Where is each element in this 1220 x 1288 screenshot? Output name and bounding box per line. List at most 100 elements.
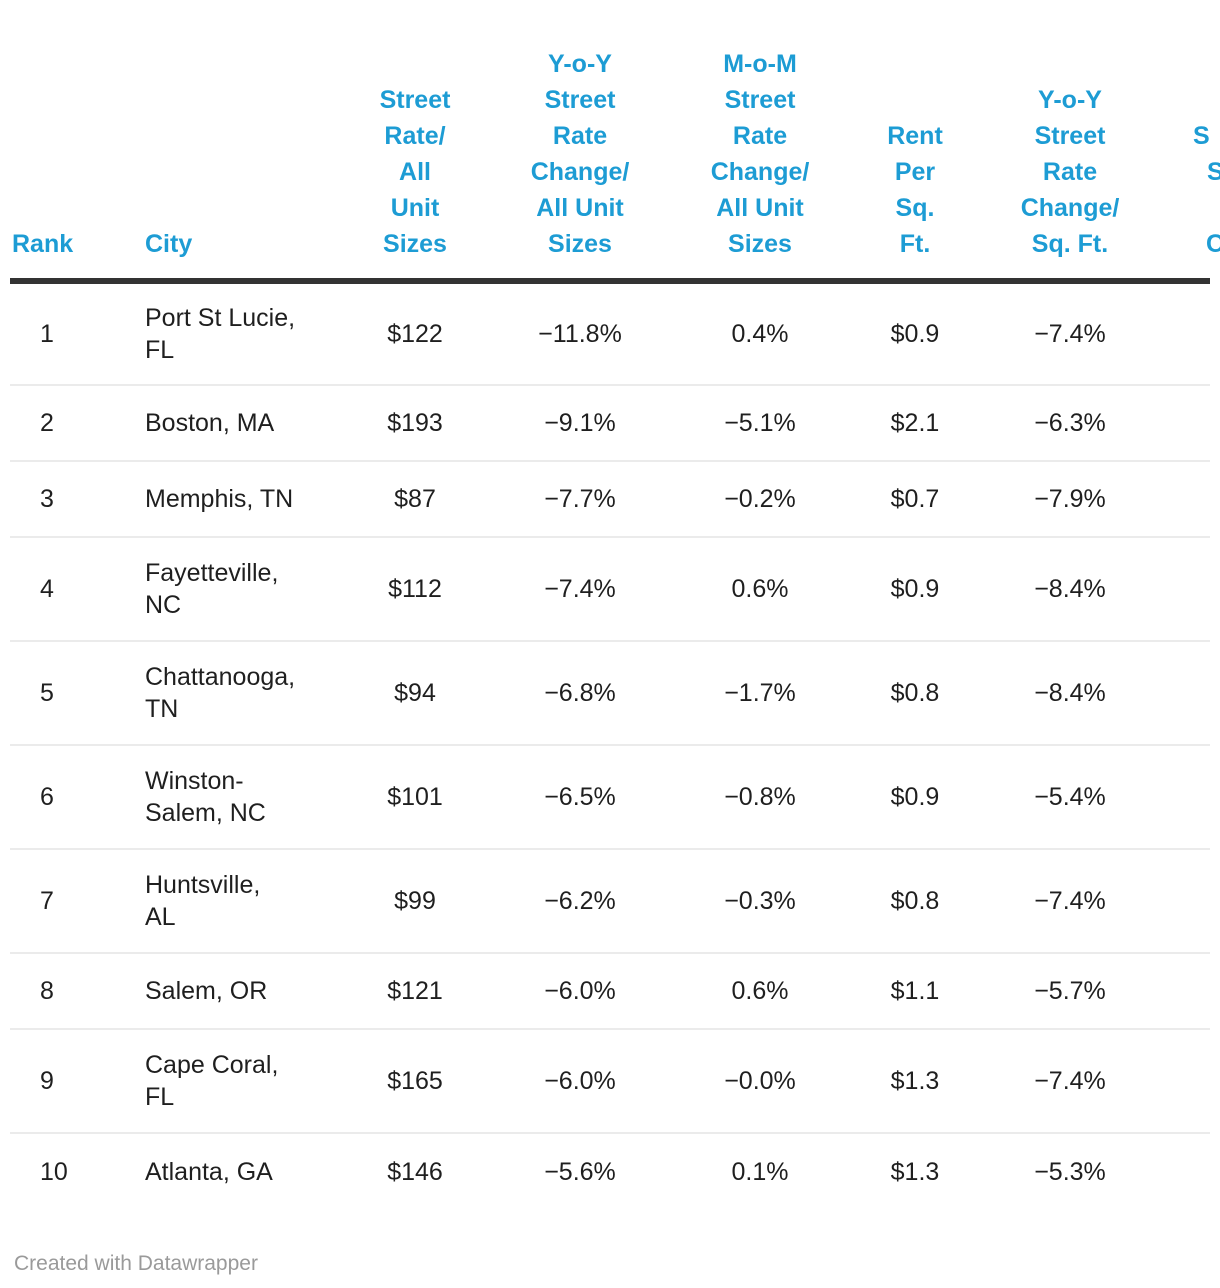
- cell-rank: 10: [40, 1157, 68, 1186]
- cell-mom-change-all-units: −0.2%: [660, 461, 860, 538]
- cell-yoy-change-sqft: −5.4%: [970, 745, 1170, 850]
- cell-street-rate-all-units: $121: [330, 953, 500, 1030]
- table-body: 1 Port St Lucie, FL $122 −11.8% 0.4% $0.9 −7.4…: [10, 281, 1220, 1209]
- table-row: 9 Cape Coral, FL $165 −6.0% −0.0% $1.3 −7.4%: [10, 1029, 1220, 1134]
- cell-street-rate-all-units: $101: [330, 745, 500, 850]
- cell-city: Boston, MA: [145, 385, 330, 462]
- column-header-mom-change-all: M-o-M Street Rate Change/ All Unit Sizes: [660, 0, 860, 284]
- cell-city: Fayetteville, NC: [145, 537, 330, 642]
- cell-spacer: [1170, 385, 1210, 462]
- table-row: 8 Salem, OR $121 −6.0% 0.6% $1.1 −5.7%: [10, 953, 1220, 1030]
- table-row: 10 Atlanta, GA $146 −5.6% 0.1% $1.3 −5.3%: [10, 1133, 1220, 1209]
- cell-mom-change-all-units: 0.6%: [660, 953, 860, 1030]
- cell-street-rate-all-units: $94: [330, 641, 500, 746]
- column-header-rank: Rank: [10, 0, 145, 284]
- cell-spacer: [1170, 281, 1210, 386]
- cell-yoy-change-all-units: −7.7%: [500, 461, 660, 538]
- column-header-spacer: [1170, 0, 1210, 284]
- column-header-rent-per-sqft: Rent Per Sq. Ft.: [860, 0, 970, 284]
- cell-mom-change-all-units: −0.3%: [660, 849, 860, 954]
- cell-spacer: [1170, 1029, 1210, 1134]
- table-row: 1 Port St Lucie, FL $122 −11.8% 0.4% $0.9 −7.4…: [10, 281, 1220, 386]
- cell-rank: 2: [10, 385, 145, 462]
- cell-spacer: [1170, 537, 1210, 642]
- cell-street-rate-all-units: $112: [330, 537, 500, 642]
- cell-rank: 4: [10, 537, 145, 642]
- cell-rank: 3: [10, 461, 145, 538]
- cell-street-rate-all-units: $193: [330, 385, 500, 462]
- cell-rank: 1: [10, 281, 145, 386]
- cell-rent-per-sqft: $0.9: [860, 537, 970, 642]
- cell-yoy-change-all-units: −6.0%: [500, 953, 660, 1030]
- cell-rent-per-sqft: $2.1: [860, 385, 970, 462]
- table-header: Rank City Street Rate/ All Unit Sizes Y-…: [10, 0, 1220, 284]
- column-header-yoy-change-sqft: Y-o-Y Street Rate Change/ Sq. Ft.: [970, 0, 1170, 284]
- cell-yoy-change-sqft: −7.4%: [970, 849, 1170, 954]
- cell-yoy-change-all-units: −5.6%: [544, 1157, 616, 1186]
- cell-yoy-change-all-units: −6.0%: [500, 1029, 660, 1134]
- cell-yoy-change-all-units: −6.2%: [500, 849, 660, 954]
- cell-yoy-change-sqft: −5.3%: [1034, 1157, 1106, 1186]
- cell-city: Salem, OR: [145, 953, 330, 1030]
- cell-spacer: [1210, 461, 1220, 537]
- cell-mom-change-all-units: 0.6%: [660, 537, 860, 642]
- cell-spacer: [1170, 953, 1210, 1030]
- cell-rent-per-sqft: $0.8: [860, 641, 970, 746]
- table-row: 2 Boston, MA $193 −9.1% −5.1% $2.1 −6.3%: [10, 385, 1220, 462]
- table-row: 3 Memphis, TN $87 −7.7% −0.2% $0.7 −7.9%: [10, 461, 1220, 538]
- cell-street-rate-all-units: $99: [330, 849, 500, 954]
- cell-rank: 9: [10, 1029, 145, 1134]
- datawrapper-credit-link[interactable]: Created with Datawrapper: [14, 1252, 258, 1275]
- cell-city: Winston- Salem, NC: [145, 745, 330, 850]
- cell-rent-per-sqft: $0.9: [860, 745, 970, 850]
- cell-mom-change-all-units: −1.7%: [660, 641, 860, 746]
- column-header-yoy-change-all: Y-o-Y Street Rate Change/ All Unit Sizes: [500, 0, 660, 284]
- cell-yoy-change-sqft: −7.4%: [970, 281, 1170, 386]
- cell-rank: 6: [10, 745, 145, 850]
- cell-spacer: [1210, 641, 1220, 745]
- cell-yoy-change-sqft: −8.4%: [970, 641, 1170, 746]
- cell-city: Port St Lucie, FL: [145, 281, 330, 386]
- column-header-city: City: [145, 0, 330, 284]
- cell-mom-change-all-units: −0.0%: [660, 1029, 860, 1134]
- column-header-street-rate: Street Rate/ All Unit Sizes: [330, 0, 500, 284]
- cell-street-rate-all-units: $122: [330, 281, 500, 386]
- cell-mom-change-all-units: −5.1%: [660, 385, 860, 462]
- cell-yoy-change-sqft: −7.4%: [970, 1029, 1170, 1134]
- cell-spacer: [1210, 385, 1220, 461]
- cell-spacer: [1170, 849, 1210, 954]
- cell-spacer: [1170, 461, 1210, 538]
- table-row: 4 Fayetteville, NC $112 −7.4% 0.6% $0.9 −8.4%: [10, 537, 1220, 642]
- cell-city: Huntsville, AL: [145, 849, 330, 954]
- cell-yoy-change-all-units: −6.8%: [500, 641, 660, 746]
- cell-street-rate-all-units: $165: [330, 1029, 500, 1134]
- cell-rent-per-sqft: $1.3: [860, 1029, 970, 1134]
- cell-city: Cape Coral, FL: [145, 1029, 330, 1134]
- cell-rank: 5: [10, 641, 145, 746]
- cell-spacer: [1210, 849, 1220, 953]
- cell-yoy-change-all-units: −7.4%: [500, 537, 660, 642]
- cell-spacer: [1210, 1133, 1220, 1209]
- cell-spacer: [1210, 745, 1220, 849]
- clipped-column-header-fragment: S: [1207, 158, 1220, 186]
- cell-spacer: [1210, 537, 1220, 641]
- cell-mom-change-all-units: 0.4%: [660, 281, 860, 386]
- cell-spacer: [1210, 281, 1220, 385]
- cell-street-rate-all-units: $87: [330, 461, 500, 538]
- table-row: 5 Chattanooga, TN $94 −6.8% −1.7% $0.8 −8.4%: [10, 641, 1220, 746]
- cell-city: Chattanooga, TN: [145, 641, 330, 746]
- cell-rent-per-sqft: $0.7: [860, 461, 970, 538]
- cell-rank: 8: [10, 953, 145, 1030]
- clipped-column-header-fragment: S: [1193, 122, 1210, 150]
- cell-spacer: [1170, 641, 1210, 746]
- cell-rent-per-sqft: $0.8: [860, 849, 970, 954]
- cell-rank: 7: [10, 849, 145, 954]
- cell-yoy-change-sqft: −6.3%: [970, 385, 1170, 462]
- cell-yoy-change-all-units: −9.1%: [500, 385, 660, 462]
- cell-yoy-change-sqft: −8.4%: [970, 537, 1170, 642]
- cell-spacer: [1170, 1133, 1210, 1209]
- cell-mom-change-all-units: −0.8%: [660, 745, 860, 850]
- table-row: 7 Huntsville, AL $99 −6.2% −0.3% $0.8 −7.4%: [10, 849, 1220, 954]
- cell-city: Memphis, TN: [145, 461, 330, 538]
